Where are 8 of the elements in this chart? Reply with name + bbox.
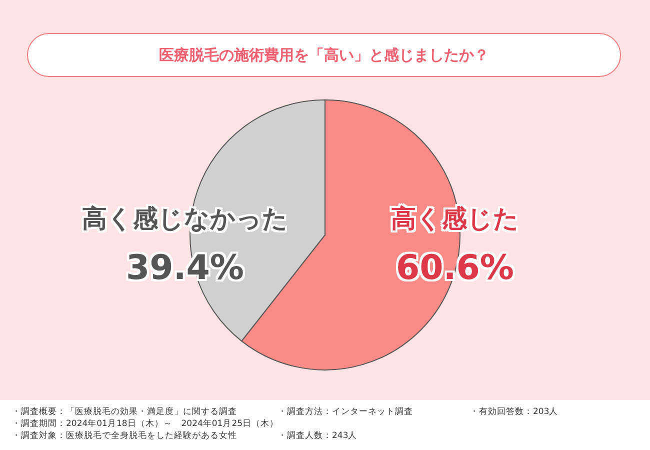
- text: ・調査概要：「医療脱毛の効果・満足度」に関する調査: [12, 406, 237, 418]
- data-label: 60.6%: [396, 248, 514, 288]
- text: ・調査方法：インターネット調査: [278, 406, 413, 418]
- text: ・調査期間：2024年01月18日（木）～ 2024年01月25日（木）: [12, 418, 279, 430]
- text: ・有効回答数：203人: [470, 406, 558, 418]
- text: ・調査対象：医療脱毛で全身脱毛をした経験がある女性: [12, 430, 237, 442]
- chart-title: 医療脱毛の施術費用を「高い」と感じましたか？: [27, 33, 621, 77]
- text: ・調査人数：243人: [278, 430, 358, 442]
